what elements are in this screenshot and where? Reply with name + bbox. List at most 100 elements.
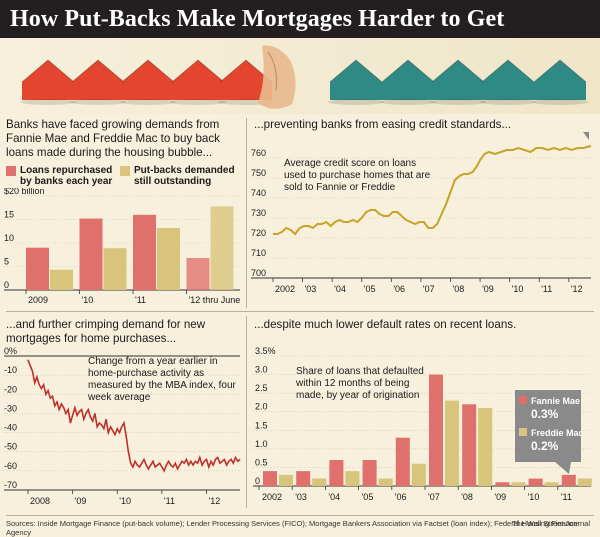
vertical-divider-top xyxy=(246,118,247,308)
y-tick-label: 740 xyxy=(251,188,266,198)
bar-freddie xyxy=(345,471,360,486)
bar-fannie xyxy=(429,374,443,486)
y-tick-label: 2.0 xyxy=(255,402,268,412)
x-tick-label: '12 xyxy=(209,496,221,506)
bar-fannie xyxy=(495,482,510,486)
x-tick-label: '09 xyxy=(494,492,506,502)
y-tick-label: 1.0 xyxy=(255,439,268,449)
y-tick-label: 3.0 xyxy=(255,365,268,375)
x-tick-label: '11 xyxy=(541,284,552,294)
panel4-note: Share of loans that defaulted within 12 … xyxy=(296,366,424,401)
x-tick-label: '10 xyxy=(119,496,131,506)
y-tick-label: -50 xyxy=(4,442,17,452)
callout-value-fannie: 0.3% xyxy=(531,407,559,421)
y-tick-label: 0% xyxy=(4,346,17,356)
purchase-activity-line xyxy=(27,359,241,473)
bar-freddie xyxy=(511,482,526,486)
x-tick-label: 2002 xyxy=(275,284,295,294)
teal-house-icon xyxy=(480,59,536,105)
bar-outstanding xyxy=(50,269,73,290)
y-tick-label: 5 xyxy=(4,257,9,267)
y-tick-label: 10 xyxy=(4,233,14,243)
bar-fannie xyxy=(296,471,311,486)
bar-repurchased xyxy=(133,214,156,290)
panel4-intro: ...despite much lower default rates on r… xyxy=(254,318,517,331)
horizontal-divider xyxy=(6,311,594,312)
y-tick-label: -10 xyxy=(4,365,17,375)
x-tick-label: '06 xyxy=(393,284,405,294)
bar-freddie xyxy=(478,408,493,486)
panel3-note: Change from a year earlier in home-purch… xyxy=(88,356,236,403)
x-tick-label: 2009 xyxy=(28,295,48,305)
x-tick-label: '10 xyxy=(528,492,540,502)
x-tick-label: '08 xyxy=(461,492,473,502)
x-tick-label: '10 xyxy=(512,284,524,294)
bar-freddie xyxy=(378,478,393,486)
x-tick-label: '07 xyxy=(428,492,440,502)
legend-label-outstanding: Put-backs demanded still outstanding xyxy=(134,165,235,187)
x-tick-label: '05 xyxy=(364,284,376,294)
houses-illustration xyxy=(0,38,600,114)
legend-swatch-freddie xyxy=(519,428,527,436)
bar-outstanding xyxy=(103,248,127,290)
teal-house-icon xyxy=(380,59,436,105)
bar-fannie xyxy=(329,460,344,486)
callout-pointer xyxy=(555,462,571,474)
bar-freddie xyxy=(445,400,459,486)
bar-fannie xyxy=(362,460,377,486)
y-tick-label: -40 xyxy=(4,423,17,433)
bar-outstanding xyxy=(210,206,234,290)
x-tick-label: 2002 xyxy=(262,492,282,502)
y-tick-label: 730 xyxy=(251,208,266,218)
bar-freddie xyxy=(577,478,592,486)
x-tick-label: '03 xyxy=(305,284,317,294)
x-tick-label: '03 xyxy=(295,492,307,502)
teal-house-icon xyxy=(328,59,384,105)
bar-repurchased xyxy=(26,247,49,290)
x-tick-label: '04 xyxy=(334,284,346,294)
y-tick-label: 0 xyxy=(4,280,9,290)
x-tick-label: '04 xyxy=(328,492,340,502)
bar-freddie xyxy=(312,478,327,486)
teal-house-icon xyxy=(532,59,588,105)
x-tick-label: '12 thru June xyxy=(189,295,241,305)
red-house-icon xyxy=(20,59,76,105)
red-house-icon xyxy=(120,59,176,105)
credit-score-line xyxy=(273,145,592,236)
legend-label-fannie: Fannie Mae xyxy=(531,396,580,406)
x-tick-label: '08 xyxy=(452,284,464,294)
x-tick-label: 2008 xyxy=(30,496,50,506)
x-tick-label: '06 xyxy=(395,492,407,502)
bar-freddie xyxy=(411,463,426,486)
y-tick-label: -70 xyxy=(4,480,17,490)
y-tick-label: 0 xyxy=(255,476,260,486)
x-tick-label: '09 xyxy=(75,496,87,506)
y-tick-label: $20 billion xyxy=(4,188,45,196)
bar-fannie xyxy=(561,474,576,486)
y-tick-label: 750 xyxy=(251,168,266,178)
y-tick-label: -30 xyxy=(4,403,17,413)
source-text: Sources: Inside Mortgage Finance (put-ba… xyxy=(6,519,578,537)
y-tick-label: -60 xyxy=(4,461,17,471)
x-tick-label: '11 xyxy=(135,295,146,305)
chart-credit-score: 700 710 720 730 740 750 760 2002 '03 '04 '05 '06 '07… xyxy=(251,132,592,294)
x-tick-label: '11 xyxy=(561,492,572,502)
bar-repurchased xyxy=(79,218,103,290)
teal-house-icon xyxy=(430,59,486,105)
y-tick-label: 1.5 xyxy=(255,420,268,430)
callout-766-pointer xyxy=(583,132,589,140)
x-tick-label: '09 xyxy=(482,284,494,294)
legend-swatch-fannie xyxy=(519,396,527,404)
bar-freddie xyxy=(279,474,293,486)
y-tick-label: 760 xyxy=(251,148,266,158)
vertical-divider-bottom xyxy=(246,316,247,508)
publisher: The Wall Street Journal xyxy=(511,519,590,528)
x-tick-label: '12 xyxy=(571,284,583,294)
x-tick-label: '05 xyxy=(362,492,374,502)
legend-swatch-repurchased xyxy=(6,166,16,176)
red-house-icon xyxy=(70,59,126,105)
bar-fannie xyxy=(528,478,543,486)
callout-value-freddie: 0.2% xyxy=(531,439,559,453)
y-tick-label: 710 xyxy=(251,248,266,258)
